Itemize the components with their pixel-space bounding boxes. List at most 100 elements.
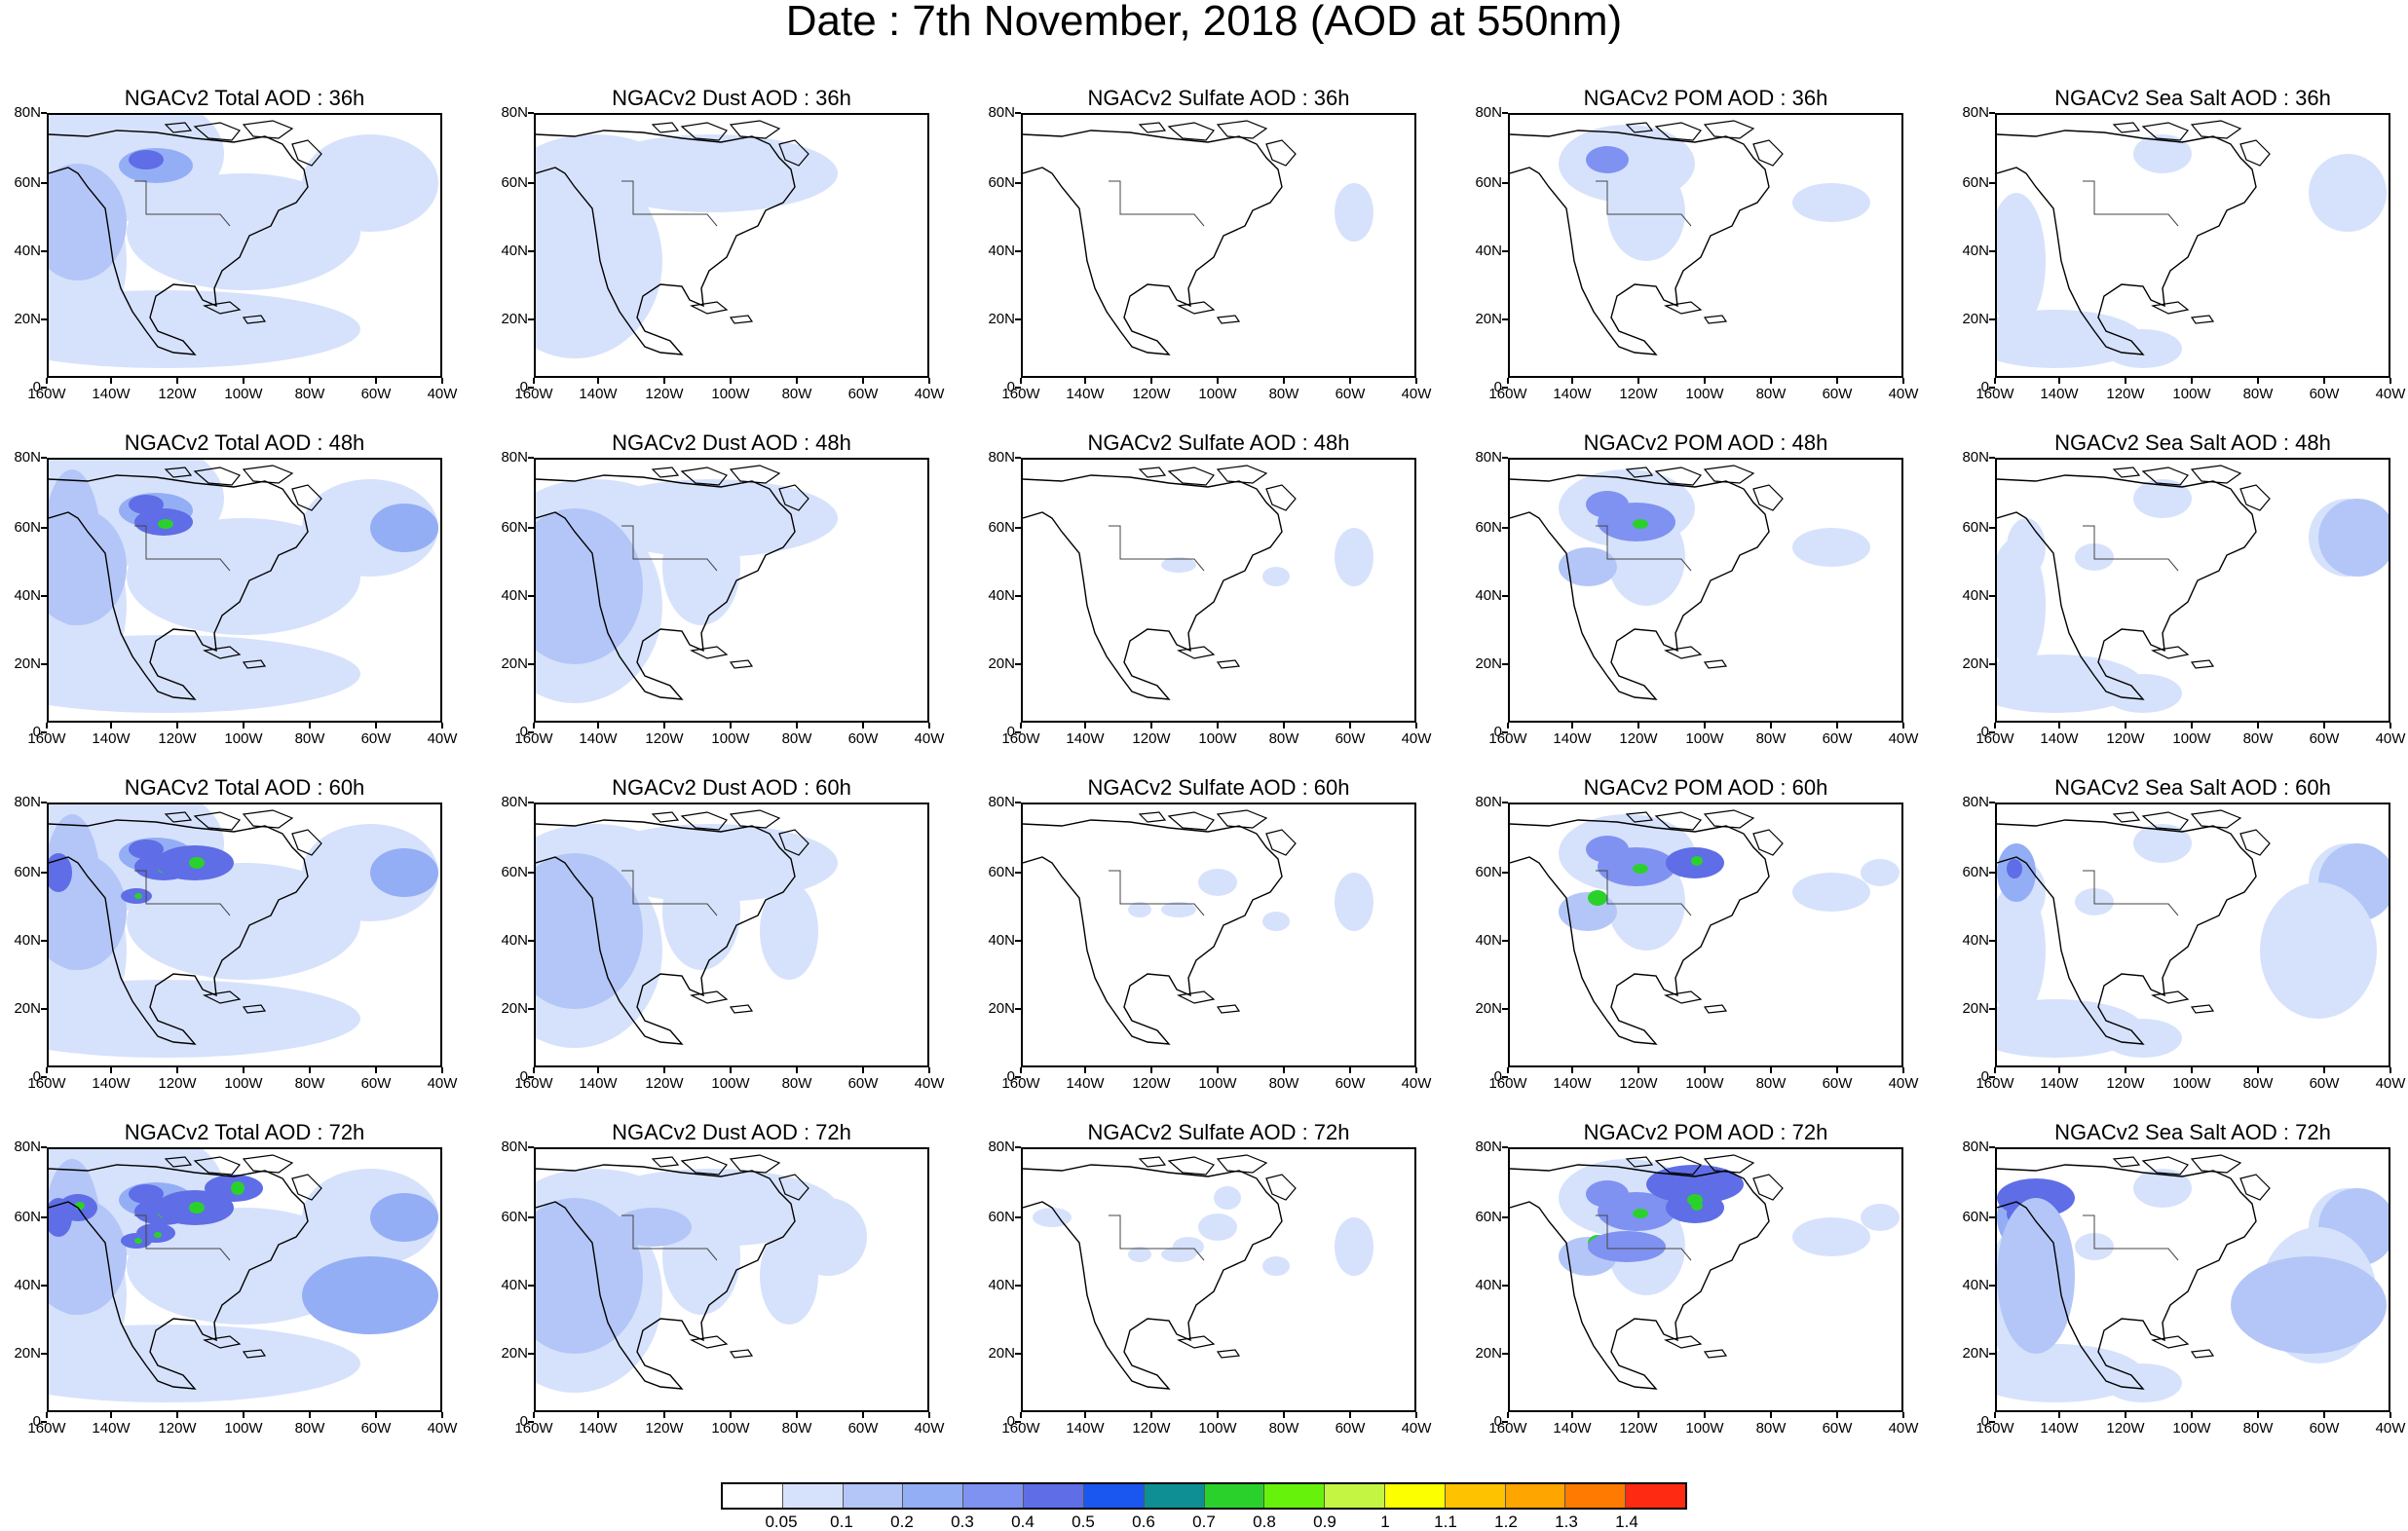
lat-tick-label: 40N	[501, 1277, 528, 1293]
panel-title: NGACv2 POM AOD : 48h	[1583, 430, 1828, 455]
island-outline	[193, 811, 241, 831]
lon-tick-label: 60W	[847, 1075, 879, 1092]
island-outline	[1216, 1349, 1241, 1359]
island-outline	[2239, 829, 2271, 856]
lon-tick	[2058, 378, 2060, 384]
lon-tick-label: 100W	[1198, 386, 1237, 402]
aod-field	[1335, 183, 1373, 242]
lon-tick	[2125, 378, 2126, 384]
lat-tick-label: 80N	[988, 449, 1015, 466]
lon-tick	[796, 1067, 798, 1073]
lon-tick-label: 160W	[1001, 386, 1040, 402]
lat-tick-label: 80N	[1962, 104, 1989, 121]
aod-map	[1021, 803, 1416, 1067]
aod-contour	[2133, 134, 2192, 173]
coastline	[1023, 130, 1283, 355]
lon-tick-label: 140W	[1066, 386, 1105, 402]
lat-tick-label: 20N	[14, 311, 41, 327]
aod-field	[536, 824, 838, 1048]
lat-tick-label: 0	[32, 1413, 41, 1430]
lat-tick	[1989, 940, 1995, 942]
lat-tick	[41, 663, 47, 665]
lon-tick-label: 40W	[1888, 730, 1919, 747]
island-outline	[1177, 1335, 1216, 1349]
aod-field	[1161, 528, 1373, 586]
lon-tick	[46, 1067, 48, 1073]
island-outline	[203, 990, 242, 1004]
lon-tick	[533, 1067, 535, 1073]
lon-tick-label: 100W	[711, 386, 750, 402]
panel-title: NGACv2 POM AOD : 72h	[1583, 1120, 1828, 1144]
aod-contour	[1588, 1231, 1666, 1262]
island-outline	[2190, 659, 2215, 669]
national-border	[1109, 870, 1205, 916]
island-outline	[680, 467, 728, 486]
lon-tick	[2058, 723, 2060, 728]
lon-tick	[110, 723, 112, 728]
aod-contour	[1792, 528, 1870, 567]
lon-tick-label: 120W	[158, 1075, 197, 1092]
aod-contour	[302, 1256, 438, 1334]
lon-tick-label: 140W	[1553, 730, 1592, 747]
aod-map	[1995, 113, 2390, 378]
lon-tick	[663, 1067, 665, 1073]
lon-tick	[533, 1412, 535, 1418]
island-outline	[1703, 1349, 1728, 1359]
colorbar	[721, 1482, 1687, 1510]
lat-tick-label: 80N	[1962, 794, 1989, 810]
lon-tick-label: 120W	[1132, 1075, 1171, 1092]
lon-tick	[533, 723, 535, 728]
lat-tick-label: 0	[519, 1068, 528, 1085]
lon-tick-label: 60W	[1822, 1075, 1853, 1092]
lat-tick-label: 0	[1006, 724, 1015, 740]
lon-tick	[441, 723, 443, 728]
aod-contour	[189, 1202, 205, 1214]
lat-tick-label: 40N	[1475, 587, 1502, 604]
lat-tick-label: 60N	[14, 864, 41, 880]
lat-tick	[1989, 527, 1995, 529]
island-outline	[1265, 484, 1297, 511]
map-canvas	[536, 1154, 867, 1393]
lon-tick	[1349, 1067, 1351, 1073]
lon-tick	[2191, 723, 2193, 728]
lat-tick	[41, 802, 47, 803]
island-outline	[778, 139, 809, 167]
lat-tick	[41, 595, 47, 597]
lat-tick-label: 0	[519, 379, 528, 395]
lat-tick	[1989, 250, 1995, 252]
aod-field	[1997, 1169, 2389, 1402]
panel-title: NGACv2 Sulfate AOD : 60h	[1087, 775, 1350, 800]
island-outline	[778, 484, 809, 511]
lat-tick	[1502, 1076, 1508, 1078]
lon-tick	[862, 1067, 864, 1073]
lon-tick	[1507, 1067, 1509, 1073]
island-outline	[1216, 809, 1268, 829]
lat-tick	[1989, 731, 1995, 733]
island-outline	[729, 809, 781, 829]
aod-contour	[1335, 183, 1373, 242]
lon-tick-label: 60W	[847, 1420, 879, 1437]
colorbar-swatch	[1325, 1484, 1385, 1508]
lon-tick-label: 140W	[92, 1075, 131, 1092]
lon-tick	[1150, 378, 1152, 384]
lat-tick-label: 60N	[14, 1209, 41, 1225]
lat-tick	[1015, 1421, 1021, 1423]
panel-title: NGACv2 Dust AOD : 36h	[612, 86, 851, 110]
lat-tick-label: 20N	[988, 311, 1015, 327]
lon-tick-label: 60W	[2309, 1075, 2340, 1092]
lat-tick	[1989, 387, 1995, 389]
lon-tick-label: 100W	[224, 1075, 263, 1092]
national-border	[1596, 180, 1692, 227]
island-outline	[242, 315, 267, 324]
lat-tick	[528, 250, 534, 252]
lon-tick	[1020, 378, 1022, 384]
lon-tick	[1836, 1412, 1838, 1418]
lat-tick-label: 60N	[1962, 864, 1989, 880]
aod-map	[1021, 458, 1416, 723]
lat-tick	[528, 802, 534, 803]
panel-title: NGACv2 Sea Salt AOD : 36h	[2054, 86, 2331, 110]
lon-tick-label: 120W	[1619, 1075, 1658, 1092]
lat-tick	[41, 250, 47, 252]
aod-contour	[1861, 859, 1900, 886]
lat-tick-label: 80N	[988, 104, 1015, 121]
